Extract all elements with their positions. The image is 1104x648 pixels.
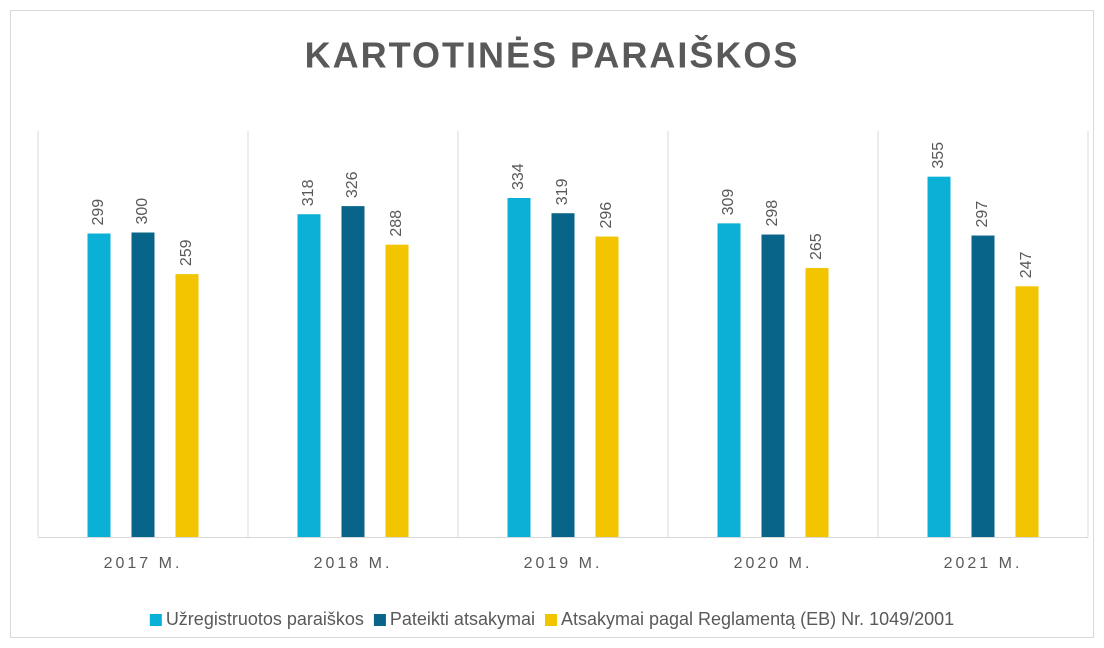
x-tick-label: 2018 M. (314, 555, 393, 572)
x-tick-label: 2020 M. (734, 555, 813, 572)
bar (175, 274, 199, 537)
bar (927, 176, 951, 538)
data-label: 326 (344, 171, 361, 198)
bar (595, 236, 619, 537)
bar (507, 197, 531, 538)
bar (341, 206, 365, 538)
bar (1015, 286, 1039, 537)
data-label: 309 (720, 189, 737, 216)
data-label: 259 (178, 239, 195, 266)
bar (131, 232, 155, 537)
bar (805, 268, 829, 537)
data-label: 297 (974, 201, 991, 228)
bar (385, 244, 409, 537)
legend-swatch (373, 614, 386, 626)
x-tick-label: 2021 M. (944, 555, 1023, 572)
data-label: 319 (554, 178, 571, 205)
legend-label: Atsakymai pagal Reglamentą (EB) Nr. 1049… (561, 609, 954, 629)
bar (551, 213, 575, 537)
data-label: 247 (1018, 251, 1035, 278)
data-label: 299 (90, 199, 107, 226)
data-label: 355 (930, 142, 947, 169)
data-label: 300 (134, 198, 151, 225)
data-label: 265 (808, 233, 825, 260)
x-tick-label: 2017 M. (104, 555, 183, 572)
bar (297, 214, 321, 538)
legend-label: Pateikti atsakymai (390, 609, 535, 629)
chart-title: KARTOTINĖS PARAIŠKOS (305, 34, 800, 76)
bar (717, 223, 741, 538)
data-label: 298 (764, 200, 781, 227)
legend-label: Užregistruotos paraiškos (166, 609, 364, 629)
data-label: 334 (510, 163, 527, 190)
data-label: 288 (388, 210, 405, 237)
bar (971, 235, 995, 538)
x-tick-label: 2019 M. (524, 555, 603, 572)
legend-swatch (149, 614, 162, 626)
bar (87, 233, 111, 537)
data-label: 296 (598, 202, 615, 229)
data-label: 318 (300, 179, 317, 206)
bar (761, 234, 785, 537)
legend-swatch (544, 614, 557, 626)
